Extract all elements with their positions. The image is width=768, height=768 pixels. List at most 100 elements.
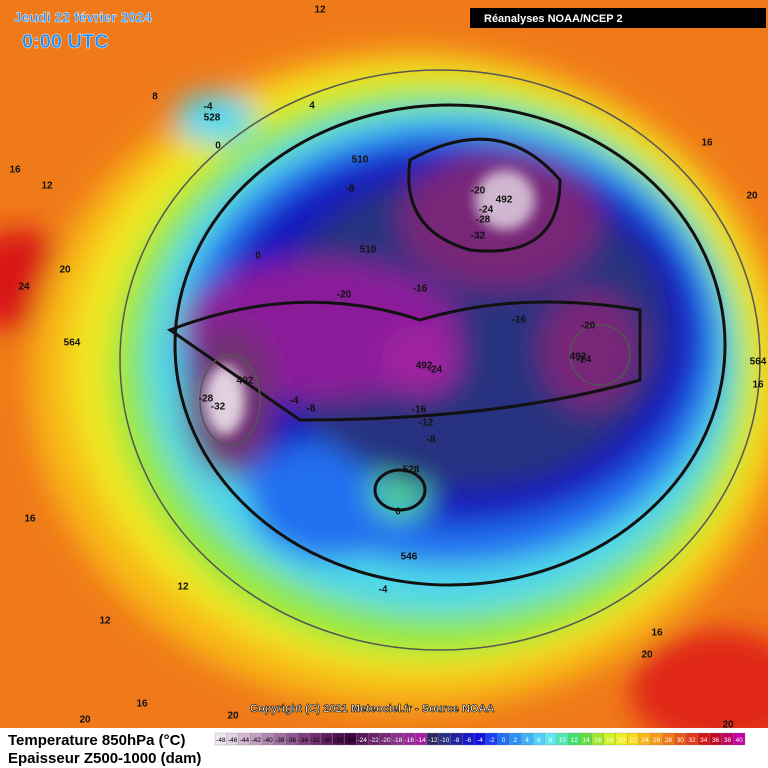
contour-label: 16 — [9, 165, 21, 176]
scale-label: 26 — [653, 737, 661, 744]
contour-label: 492 — [237, 376, 254, 387]
scale-label: 18 — [606, 737, 614, 744]
scale-label: -2 — [489, 737, 495, 744]
contour-label: 4 — [309, 101, 315, 112]
contour-label: 20 — [641, 650, 653, 661]
scale-label: -4 — [477, 737, 483, 744]
scale-label: 34 — [700, 737, 708, 744]
contour-label: -32 — [211, 402, 226, 413]
contour-label: 16 — [136, 699, 148, 710]
contour-label: -24 — [577, 355, 592, 366]
contour-label: 20 — [746, 191, 758, 202]
contour-label: 528 — [403, 465, 420, 476]
contour-label: -24 — [479, 205, 494, 216]
scale-label: -32 — [310, 737, 320, 744]
contour-label: 16 — [651, 628, 663, 639]
scale-label: 28 — [665, 737, 673, 744]
scale-label: -48 — [216, 737, 226, 744]
scale-label: -30 — [322, 737, 332, 744]
contour-label: 492 — [496, 195, 513, 206]
scale-label: -20 — [381, 737, 391, 744]
scale-label: 4 — [525, 737, 529, 744]
contour-label: -28 — [476, 215, 491, 226]
scale-label: -42 — [252, 737, 262, 744]
legend-thickness: Epaisseur Z500-1000 (dam) — [8, 750, 201, 767]
contour-label: 492 — [570, 352, 587, 363]
scale-label: -28 — [334, 737, 344, 744]
scale-label: -44 — [240, 737, 250, 744]
contour-label: 16 — [752, 380, 764, 391]
scale-label: -18 — [393, 737, 403, 744]
contour-label: -16 — [413, 284, 428, 295]
contour-label: 12 — [177, 582, 189, 593]
scale-label: -46 — [228, 737, 238, 744]
scale-label: -22 — [369, 737, 379, 744]
contour-label: -24 — [428, 365, 443, 376]
contour-label: 20 — [227, 711, 239, 722]
scale-label: -34 — [299, 737, 309, 744]
scale-label: 12 — [571, 737, 579, 744]
scale-label: 2 — [514, 737, 518, 744]
contour-label: 16 — [701, 138, 713, 149]
scale-label: 32 — [688, 737, 696, 744]
contour-label: 20 — [722, 720, 734, 731]
scale-label: 24 — [641, 737, 649, 744]
contour-label: 16 — [24, 514, 36, 525]
contour-label: 510 — [352, 155, 369, 166]
contour-label: 0 — [395, 507, 401, 518]
scale-label: 38 — [724, 737, 732, 744]
contour-label: -16 — [412, 405, 427, 416]
scale-label: -12 — [428, 737, 438, 744]
copyright: Copyright (C) 2021 Meteociel.fr - Source… — [250, 703, 495, 715]
source: Réanalyses NOAA/NCEP 2 — [484, 13, 623, 25]
contour-label: 8 — [152, 92, 158, 103]
contour-label: -8 — [427, 435, 436, 446]
contour-label: 564 — [750, 357, 767, 368]
scale-label: 16 — [594, 737, 602, 744]
contour-label: -20 — [581, 321, 596, 332]
scale-label: 8 — [549, 737, 553, 744]
scale-label: -40 — [263, 737, 273, 744]
scale-label: -6 — [465, 737, 471, 744]
scale-label: 6 — [537, 737, 541, 744]
contour-label: -4 — [290, 396, 299, 407]
scale-label: -14 — [416, 737, 426, 744]
contour-label: -16 — [512, 315, 527, 326]
time: 0:00 UTC — [22, 31, 109, 53]
contour-label: -28 — [199, 394, 214, 405]
contour-label: 12 — [99, 616, 111, 627]
contour-label: 20 — [79, 715, 91, 726]
temperature-field: 128-452804510-8161202024510-20-16-20-24-… — [0, 0, 768, 731]
scale-label: 40 — [735, 737, 743, 744]
contour-label: -20 — [337, 290, 352, 301]
contour-label: 12 — [314, 5, 326, 16]
scale-label: -26 — [346, 737, 356, 744]
contour-label: 0 — [255, 251, 261, 262]
scale-label: 10 — [559, 737, 567, 744]
scale-label: 20 — [618, 737, 626, 744]
contour-label: -20 — [471, 186, 486, 197]
scale-label: 22 — [629, 737, 637, 744]
contour-label: 20 — [59, 265, 71, 276]
scale-label: -8 — [454, 737, 460, 744]
contour-label: -4 — [379, 585, 388, 596]
legend-temperature: Temperature 850hPa (°C) — [8, 732, 185, 749]
scale-label: 30 — [677, 737, 685, 744]
contour-label: 492 — [416, 361, 433, 372]
contour-label: 528 — [204, 113, 221, 124]
scale-swatch — [733, 732, 746, 746]
contour-label: -4 — [204, 102, 213, 113]
contour-label: 0 — [215, 141, 221, 152]
scale-label: -38 — [275, 737, 285, 744]
source-box — [470, 8, 766, 28]
contour-label: 564 — [64, 338, 81, 349]
scale-label: 14 — [582, 737, 590, 744]
contour-label: 510 — [360, 245, 377, 256]
date: Jeudi 22 février 2024 — [14, 9, 152, 25]
contour-label: -8 — [346, 184, 355, 195]
contour-label: 546 — [401, 552, 418, 563]
scale-label: -16 — [405, 737, 415, 744]
contour-label: 24 — [18, 282, 30, 293]
